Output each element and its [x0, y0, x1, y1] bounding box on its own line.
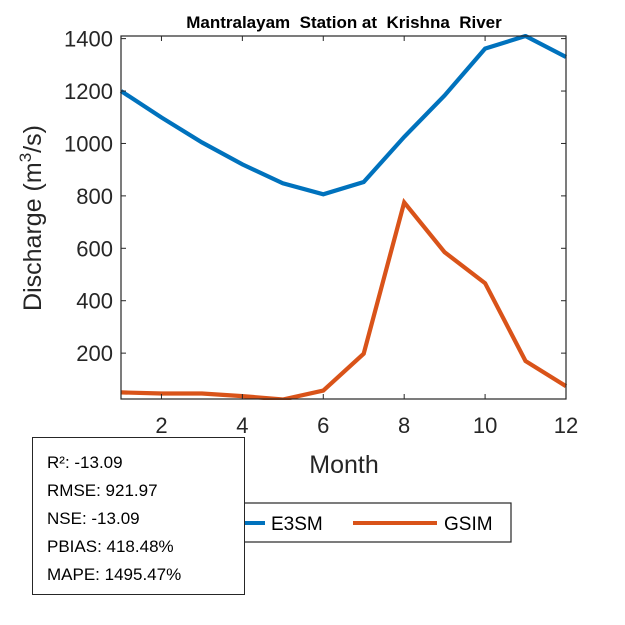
metric-nse: NSE: -13.09	[47, 509, 140, 528]
y-axis-label-main: Discharge (m	[19, 162, 47, 311]
x-tick-label: 6	[317, 413, 329, 438]
series-line-gsim	[120, 197, 568, 400]
metric-rmse: RMSE: 921.97	[47, 481, 158, 500]
chart-title: Mantralayam Station at Krishna River	[186, 13, 502, 32]
x-tick-label: 8	[398, 413, 410, 438]
legend-e3sm-label: E3SM	[271, 514, 323, 535]
metrics-box: R²: -13.09 RMSE: 921.97 NSE: -13.09 PBIA…	[32, 437, 245, 595]
y-axis-label: Discharge (m3/s)	[16, 125, 47, 311]
x-axis-label: Month	[309, 451, 378, 479]
axes-box	[120, 35, 567, 400]
x-tick-label: 12	[554, 413, 578, 438]
legend-gsim-label: GSIM	[444, 514, 493, 535]
x-axis-ticks: 2 4 6 8 10 12	[155, 36, 578, 438]
metric-mape: MAPE: 1495.47%	[47, 565, 182, 584]
metric-r2: R²: -13.09	[47, 453, 123, 472]
y-axis-label-superscript: 3	[16, 153, 35, 162]
y-tick-label: 600	[76, 236, 113, 261]
x-tick-label: 4	[236, 413, 248, 438]
y-tick-label: 1000	[64, 131, 113, 156]
x-tick-label: 10	[473, 413, 497, 438]
metric-pbias: PBIAS: 418.48%	[47, 537, 174, 556]
x-tick-label: 2	[155, 413, 167, 438]
plot-area	[119, 34, 568, 400]
y-tick-label: 400	[76, 289, 113, 314]
y-axis-label-tail: /s)	[19, 125, 47, 153]
series-line-e3sm	[119, 34, 567, 197]
y-axis-ticks: 200 400 600 800 1000 1200 1400	[64, 27, 566, 366]
y-tick-label: 200	[76, 341, 113, 366]
y-tick-label: 1400	[64, 27, 113, 52]
y-tick-label: 1200	[64, 79, 113, 104]
y-tick-label: 800	[76, 184, 113, 209]
